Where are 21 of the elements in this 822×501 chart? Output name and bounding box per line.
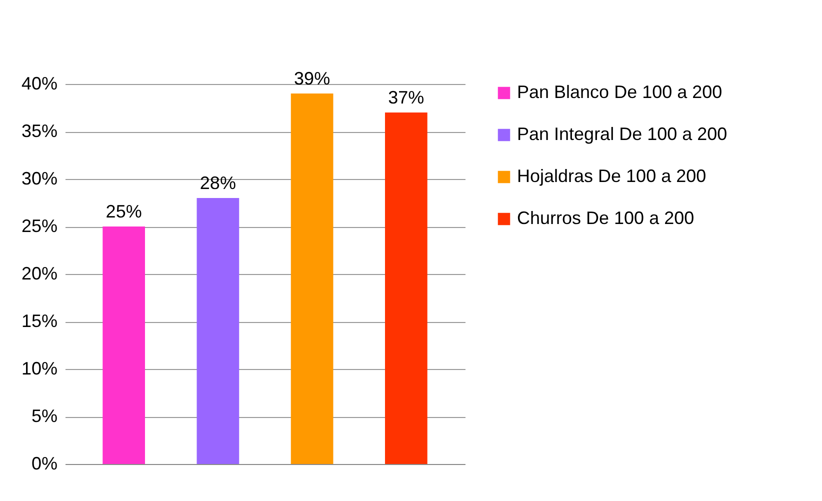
y-tick-label: 40% — [21, 74, 58, 94]
legend-label: Pan Blanco De 100 a 200 — [517, 82, 722, 102]
y-tick-label: 35% — [21, 121, 58, 141]
data-label: 37% — [388, 88, 424, 108]
y-tick-label: 30% — [21, 168, 58, 188]
bar — [385, 112, 428, 464]
y-tick-label: 20% — [21, 264, 58, 284]
legend-label: Hojaldras De 100 a 200 — [517, 166, 706, 186]
bar — [102, 226, 145, 464]
legend-label: Churros De 100 a 200 — [517, 208, 694, 228]
data-label: 25% — [106, 202, 142, 222]
y-tick-label: 0% — [31, 454, 58, 474]
bar — [290, 94, 334, 464]
y-tick-label: 10% — [21, 358, 58, 378]
y-tick-label: 5% — [31, 406, 58, 426]
data-label: 28% — [200, 173, 236, 193]
legend-label: Pan Integral De 100 a 200 — [517, 124, 728, 144]
y-tick-label: 25% — [21, 216, 58, 236]
data-label: 39% — [294, 68, 330, 88]
y-tick-label: 15% — [21, 311, 58, 331]
bar — [196, 198, 240, 464]
